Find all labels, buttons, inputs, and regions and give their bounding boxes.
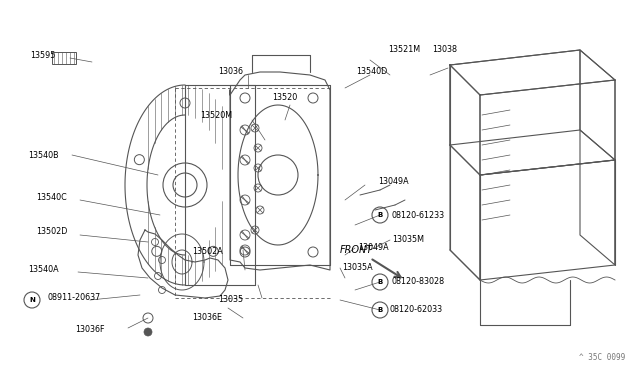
Text: 13038: 13038 <box>432 45 457 55</box>
Text: 13502A: 13502A <box>192 247 223 257</box>
Text: B: B <box>378 307 383 313</box>
Text: 13049A: 13049A <box>378 177 408 186</box>
Text: 13521M: 13521M <box>388 45 420 55</box>
Text: 13036F: 13036F <box>75 326 104 334</box>
Text: 13035: 13035 <box>218 295 243 305</box>
Text: 13035A: 13035A <box>342 263 372 273</box>
Text: 08911-20637: 08911-20637 <box>48 294 101 302</box>
Text: 13595: 13595 <box>30 51 56 60</box>
Text: 13540C: 13540C <box>36 193 67 202</box>
Text: FRONT: FRONT <box>340 245 373 255</box>
Text: 13036: 13036 <box>218 67 243 77</box>
Text: 13049A: 13049A <box>358 244 388 253</box>
Text: 13502D: 13502D <box>36 228 67 237</box>
Text: 13540B: 13540B <box>28 151 59 160</box>
Text: ^ 35C 0099: ^ 35C 0099 <box>579 353 625 362</box>
Bar <box>52 52 76 64</box>
Text: 08120-62033: 08120-62033 <box>390 305 443 314</box>
Text: 13036E: 13036E <box>192 314 222 323</box>
Text: 13520: 13520 <box>272 93 297 103</box>
Circle shape <box>144 328 152 336</box>
Text: 13035M: 13035M <box>392 235 424 244</box>
Text: N: N <box>29 297 35 303</box>
Text: 13540A: 13540A <box>28 266 59 275</box>
Text: B: B <box>378 279 383 285</box>
Text: B: B <box>378 212 383 218</box>
Text: 13540D: 13540D <box>356 67 387 77</box>
Text: 13520M: 13520M <box>200 110 232 119</box>
Text: 08120-83028: 08120-83028 <box>392 278 445 286</box>
Text: 08120-61233: 08120-61233 <box>392 211 445 219</box>
